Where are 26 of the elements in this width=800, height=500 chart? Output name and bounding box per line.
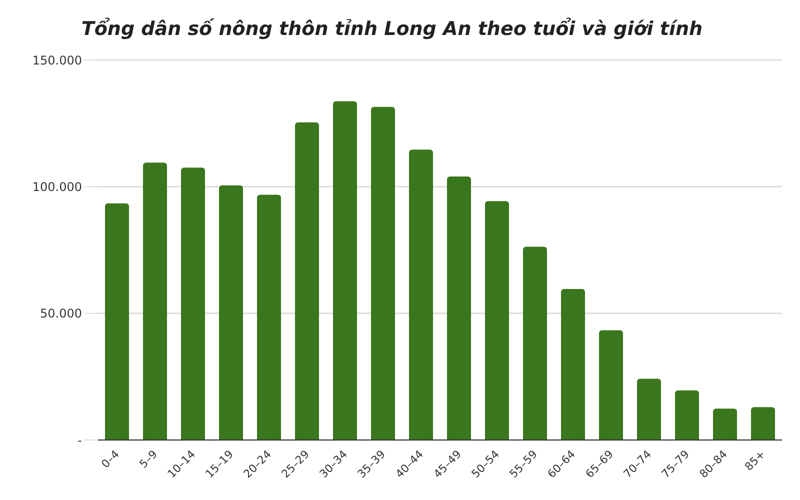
bar (181, 168, 205, 440)
bar (637, 378, 661, 440)
chart-title: Tổng dân số nông thôn tỉnh Long An theo tuổi và giới tính (80, 16, 704, 42)
bar (371, 106, 395, 440)
bar (485, 201, 509, 440)
y-tick-label: 50.000 (40, 306, 82, 321)
x-tick-label: 85+ (742, 448, 768, 474)
bar (219, 185, 243, 440)
bar (333, 101, 357, 440)
y-tick-label: 150.000 (32, 53, 82, 68)
y-tick-label: - (78, 433, 82, 448)
bar (523, 246, 547, 440)
x-tick-label: 5–9 (136, 448, 160, 471)
bar (447, 176, 471, 440)
bar (713, 408, 737, 440)
bar (105, 203, 129, 440)
bar (409, 150, 433, 440)
x-tick-label: 0–4 (98, 448, 122, 471)
bar (561, 289, 585, 440)
bar (599, 330, 623, 440)
bar (295, 122, 319, 440)
bar (143, 162, 167, 440)
bar (751, 407, 775, 440)
bar (257, 194, 281, 440)
y-tick-label: 100.000 (32, 180, 82, 194)
bar (675, 390, 699, 440)
